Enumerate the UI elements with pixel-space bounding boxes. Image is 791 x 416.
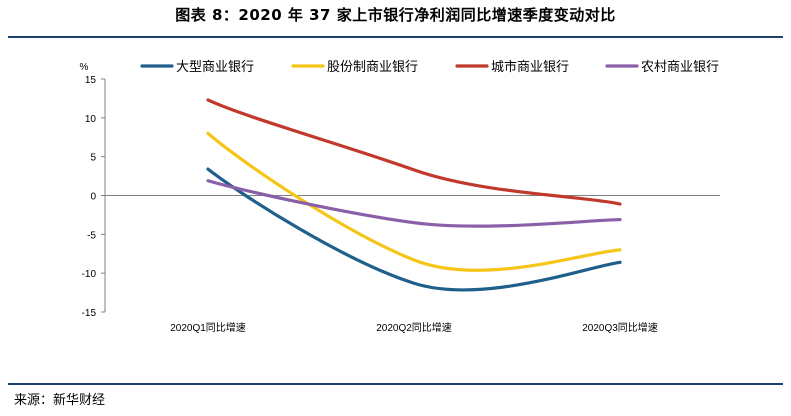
x-tick-label: 2020Q3同比增速 <box>582 321 658 334</box>
y-tick-label: 5 <box>90 153 96 164</box>
y-tick-label: -15 <box>82 308 97 319</box>
y-tick-label: -10 <box>82 269 97 280</box>
x-tick-label: 2020Q2同比增速 <box>376 321 452 334</box>
footer-divider <box>8 383 783 385</box>
chart-legend: 大型商业银行 股份制商业银行 城市商业银行 农村商业银行 <box>140 59 719 75</box>
y-tick-label: 15 <box>85 75 97 86</box>
y-tick-label: 0 <box>90 192 96 203</box>
legend-label-1: 大型商业银行 <box>176 60 254 75</box>
title-divider <box>8 36 783 38</box>
series-line-4 <box>206 179 622 228</box>
chart-series <box>206 98 622 292</box>
chart-axes: % 15 10 5 0 -5 -10 -15 2020Q1同比增速 2020Q2同比增速 2020Q… <box>80 62 720 334</box>
series-line-3 <box>206 98 622 206</box>
y-axis-unit: % <box>80 62 89 73</box>
series-line-2 <box>206 131 622 272</box>
legend-label-4: 农村商业银行 <box>641 60 719 75</box>
source-note: 来源：新华财经 <box>14 393 106 408</box>
x-tick-label: 2020Q1同比增速 <box>170 321 246 334</box>
chart-title: 图表 8：2020 年 37 家上市银行净利润同比增速季度变动对比 <box>175 6 616 24</box>
series-line-1 <box>206 167 622 292</box>
legend-label-3: 城市商业银行 <box>491 59 569 75</box>
y-tick-label: -5 <box>87 230 96 241</box>
y-tick-label: 10 <box>85 114 97 125</box>
legend-label-2: 股份制商业银行 <box>327 60 418 75</box>
